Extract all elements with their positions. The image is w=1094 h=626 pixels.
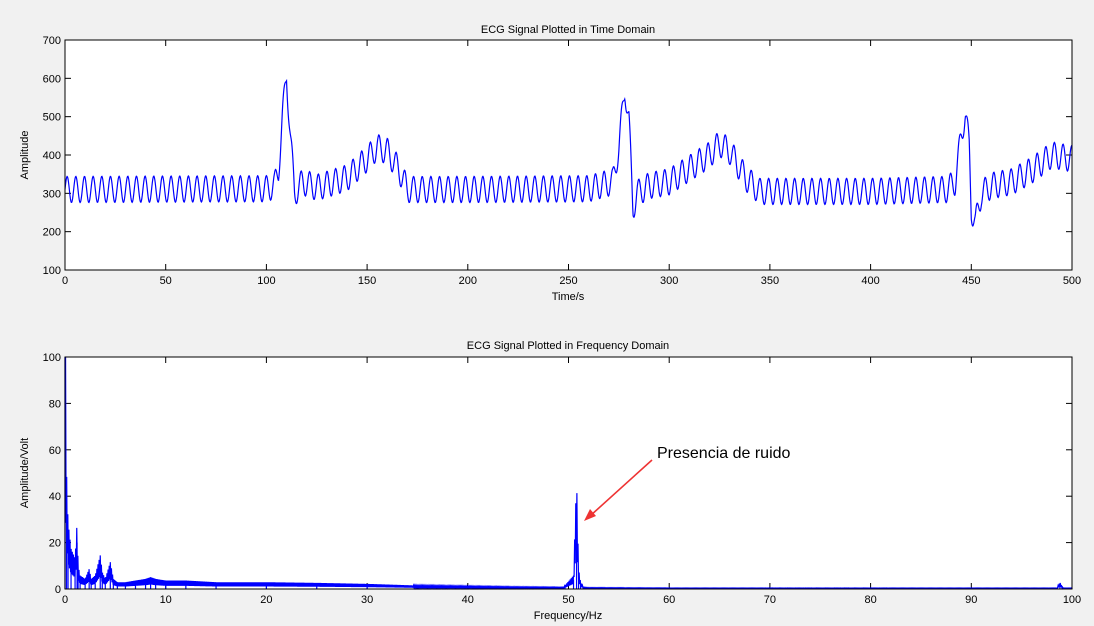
frequency-x-tick-label: 30 [361,594,373,606]
time-signal-line [64,78,1073,227]
time-x-axis-label: Time/s [552,291,585,303]
time-y-tick-label: 200 [43,227,61,239]
frequency-x-tick-label: 10 [160,594,172,606]
frequency-axes-frame [64,356,1073,590]
frequency-y-tick-label: 60 [49,445,61,457]
time-y-tick-label: 400 [43,150,61,162]
frequency-x-axis-label: Frequency/Hz [534,610,602,622]
frequency-x-ticks: 0 10 20 30 40 50 60 70 80 90 100 [62,357,1081,606]
time-x-tick-label: 150 [358,275,376,287]
time-x-tick-label: 0 [62,275,68,287]
time-x-tick-label: 100 [257,275,275,287]
frequency-x-tick-label: 0 [62,594,68,606]
noise-annotation: Presencia de ruido [584,445,791,521]
frequency-x-tick-label: 80 [864,594,876,606]
time-chart-title: ECG Signal Plotted in Time Domain [481,24,655,36]
time-y-tick-label: 500 [43,112,61,124]
frequency-domain-plot: 0 10 20 30 40 50 60 70 80 90 100 0 20 40 60 80 100 ECG … [19,340,1081,622]
time-y-tick-label: 100 [43,265,61,277]
time-x-tick-label: 250 [559,275,577,287]
time-y-tick-label: 600 [43,73,61,85]
frequency-y-tick-label: 40 [49,491,61,503]
time-y-ticks: 100 200 300 400 500 600 700 [43,35,1072,277]
time-x-tick-label: 500 [1063,275,1081,287]
frequency-x-tick-label: 40 [462,594,474,606]
time-x-tick-label: 200 [459,275,477,287]
frequency-x-tick-label: 60 [663,594,675,606]
frequency-x-tick-label: 100 [1063,594,1081,606]
annotation-arrow-head [584,509,596,521]
time-y-tick-label: 300 [43,188,61,200]
time-axes-background [65,40,1072,270]
annotation-text: Presencia de ruido [657,445,791,462]
time-axes-frame [64,39,1073,271]
time-domain-plot: 0 50 100 150 200 250 300 350 400 450 500 100 200 300… [19,24,1081,303]
frequency-axes-background [65,357,1072,589]
frequency-y-tick-label: 0 [55,584,61,596]
frequency-y-tick-label: 80 [49,398,61,410]
time-x-tick-label: 50 [160,275,172,287]
frequency-y-ticks: 0 20 40 60 80 100 [43,352,1072,596]
frequency-x-tick-label: 70 [764,594,776,606]
time-x-tick-label: 300 [660,275,678,287]
frequency-x-tick-label: 50 [562,594,574,606]
time-x-tick-label: 350 [761,275,779,287]
frequency-y-tick-label: 20 [49,538,61,550]
frequency-y-axis-label: Amplitude/Volt [19,438,31,508]
frequency-x-tick-label: 20 [260,594,272,606]
time-x-tick-label: 450 [962,275,980,287]
time-y-axis-label: Amplitude [19,131,31,180]
time-y-tick-label: 700 [43,35,61,47]
frequency-x-tick-label: 90 [965,594,977,606]
frequency-y-tick-label: 100 [43,352,61,364]
annotation-arrow-line [589,459,653,517]
time-x-tick-label: 400 [861,275,879,287]
frequency-chart-title: ECG Signal Plotted in Frequency Domain [467,340,669,352]
time-x-ticks: 0 50 100 150 200 250 300 350 400 450 500 [62,40,1081,287]
